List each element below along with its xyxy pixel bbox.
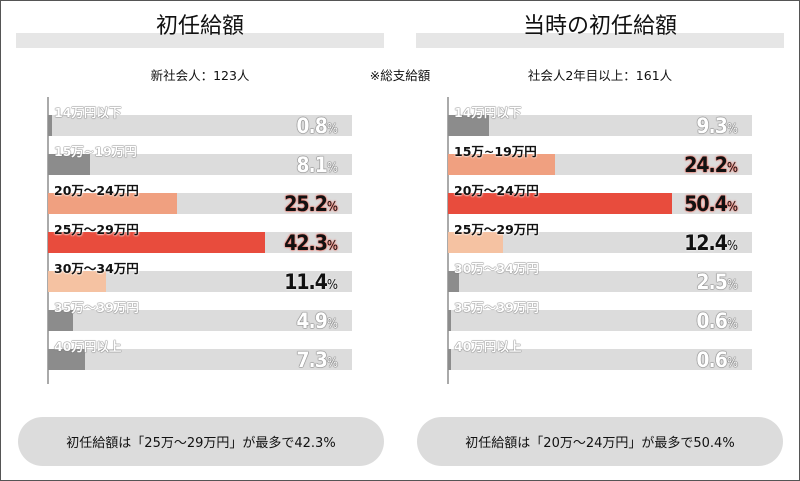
- value-label: 42.3%: [257, 231, 338, 255]
- bar-track: [448, 271, 752, 292]
- bar: [48, 310, 74, 331]
- title-band: [416, 33, 784, 48]
- value-number: 12.4: [684, 231, 728, 255]
- value-label: 25.2%: [257, 192, 338, 216]
- bar-track: [448, 349, 752, 370]
- value-label: 0.8%: [257, 114, 338, 138]
- value-unit: %: [326, 161, 338, 176]
- bar: [448, 271, 460, 292]
- category-label: 14万円以下: [54, 105, 122, 120]
- bar: [48, 115, 53, 136]
- value-label: 0.6%: [657, 348, 738, 372]
- value-label: 11.4%: [257, 270, 338, 294]
- bar-track: [448, 115, 752, 136]
- bar: [48, 232, 265, 253]
- summary-pill: 初任給額は「20万～24万円」が最多で50.4%: [417, 417, 783, 466]
- chart-subtitle: 社会人2年目以上：161人: [527, 68, 673, 83]
- bar: [48, 154, 90, 175]
- category-label: 40万円以上: [54, 339, 122, 354]
- category-label: 14万円以下: [454, 105, 522, 120]
- bar: [448, 115, 490, 136]
- category-label: 35万～39万円: [454, 300, 539, 315]
- bar-track: [48, 271, 352, 292]
- value-number: 4.9: [296, 309, 327, 333]
- bar: [448, 310, 451, 331]
- value-number: 25.2: [284, 192, 328, 216]
- chart-subtitle: 新社会人：123人: [150, 68, 250, 83]
- value-unit: %: [326, 317, 338, 332]
- value-unit: %: [726, 317, 738, 332]
- value-label: 2.5%: [657, 270, 738, 294]
- value-number: 9.3: [696, 114, 727, 138]
- value-number: 0.8: [296, 114, 327, 138]
- value-number: 0.6: [696, 309, 727, 333]
- value-label: 8.1%: [257, 153, 338, 177]
- bar: [448, 232, 504, 253]
- category-label: 30万～34万円: [454, 261, 539, 276]
- value-number: 42.3: [284, 231, 328, 255]
- category-label: 15万~19万円: [54, 144, 137, 159]
- bar-track: [48, 115, 352, 136]
- value-number: 11.4: [284, 270, 328, 294]
- category-label: 25万～29万円: [454, 222, 539, 237]
- summary-pill: 初任給額は「25万～29万円」が最多で42.3%: [18, 417, 384, 466]
- value-unit: %: [326, 122, 338, 137]
- title-band: [16, 33, 384, 48]
- category-label: 25万～29万円: [54, 222, 139, 237]
- value-label: 12.4%: [657, 231, 738, 255]
- bar: [448, 154, 556, 175]
- value-label: 0.6%: [657, 309, 738, 333]
- value-unit: %: [326, 356, 338, 371]
- value-number: 24.2: [684, 153, 728, 177]
- value-label: 9.3%: [657, 114, 738, 138]
- category-label: 20万～24万円: [454, 183, 539, 198]
- bar-track: [448, 232, 752, 253]
- bar: [48, 349, 86, 370]
- value-unit: %: [726, 122, 738, 137]
- category-label: 15万~19万円: [454, 144, 537, 159]
- value-unit: %: [326, 239, 338, 254]
- chart-title: 当時の初任給額: [522, 14, 677, 39]
- bar: [448, 349, 451, 370]
- value-label: 4.9%: [257, 309, 338, 333]
- category-label: 40万円以上: [454, 339, 522, 354]
- value-unit: %: [726, 200, 738, 215]
- value-unit: %: [726, 239, 738, 254]
- value-unit: %: [326, 200, 338, 215]
- bar: [448, 193, 672, 214]
- bar-track: [48, 154, 352, 175]
- value-number: 7.3: [296, 348, 327, 372]
- bar-track: [48, 310, 352, 331]
- value-unit: %: [726, 278, 738, 293]
- bar-track: [448, 310, 752, 331]
- chart-title: 初任給額: [155, 14, 244, 39]
- value-unit: %: [726, 356, 738, 371]
- value-label: 50.4%: [657, 192, 738, 216]
- category-label: 35万～39万円: [54, 300, 139, 315]
- total-pay-note: ※総支給額: [369, 68, 431, 83]
- value-number: 8.1: [296, 153, 327, 177]
- bar: [48, 193, 178, 214]
- value-label: 7.3%: [257, 348, 338, 372]
- category-label: 20万～24万円: [54, 183, 139, 198]
- category-label: 30万～34万円: [54, 261, 139, 276]
- value-unit: %: [326, 278, 338, 293]
- value-unit: %: [726, 161, 738, 176]
- value-number: 0.6: [696, 348, 727, 372]
- value-number: 2.5: [696, 270, 727, 294]
- value-label: 24.2%: [657, 153, 738, 177]
- bar: [48, 271, 107, 292]
- bar-track: [48, 349, 352, 370]
- value-number: 50.4: [684, 192, 728, 216]
